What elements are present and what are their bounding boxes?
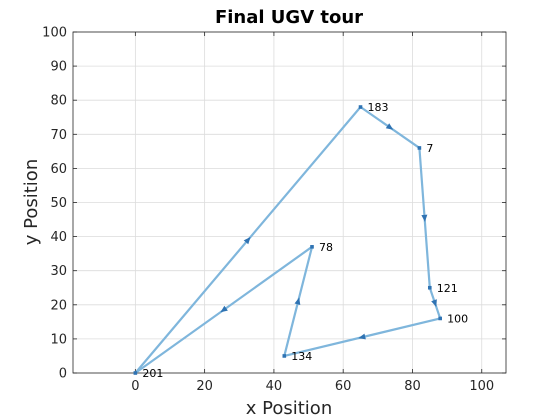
y-tick-label: 60 [50, 162, 67, 177]
node-marker [417, 146, 422, 150]
node-marker [310, 245, 314, 249]
y-tick-label: 90 [50, 60, 67, 75]
node-label: 7 [426, 142, 433, 155]
node-label: 78 [319, 241, 333, 254]
node-label: 183 [368, 101, 389, 114]
direction-arrow [421, 214, 428, 222]
node-marker [133, 371, 138, 375]
direction-arrow [220, 305, 228, 313]
y-tick-label: 30 [50, 264, 67, 279]
x-tick-label: 0 [131, 379, 139, 394]
y-tick-label: 80 [50, 94, 67, 109]
x-tick-labels: 0 20 40 60 80 100 [131, 379, 494, 394]
tick-marks [73, 31, 506, 374]
direction-arrow [431, 299, 437, 307]
direction-arrow [243, 236, 251, 245]
tour-path [134, 105, 442, 375]
node-marker [282, 354, 287, 358]
y-tick-label: 70 [50, 128, 67, 143]
grid-lines [73, 31, 506, 374]
direction-arrow [385, 123, 394, 130]
x-tick-label: 40 [266, 379, 283, 394]
y-axis-title: y Position [21, 159, 42, 245]
tour-nodes: 201 183 7 121 100 134 78 [133, 101, 468, 380]
node-label: 121 [437, 282, 458, 295]
y-tick-label: 20 [50, 298, 67, 313]
node-label: 100 [447, 312, 468, 325]
x-tick-label: 20 [196, 379, 213, 394]
x-tick-label: 100 [469, 379, 494, 394]
x-axis-title: x Position [246, 398, 332, 419]
chart-title: Final UGV tour [215, 7, 363, 28]
y-tick-label: 40 [50, 230, 67, 245]
node-marker [358, 105, 363, 109]
y-tick-label: 100 [42, 26, 67, 41]
y-tick-label: 10 [50, 332, 67, 347]
direction-arrow [294, 297, 301, 306]
x-tick-label: 60 [335, 379, 352, 394]
direction-arrow [358, 333, 366, 340]
y-tick-label: 50 [50, 196, 67, 211]
node-label: 134 [291, 350, 312, 363]
x-tick-label: 80 [404, 379, 421, 394]
node-marker [427, 285, 432, 290]
y-tick-label: 0 [59, 367, 67, 382]
y-tick-labels: 0 10 20 30 40 50 60 70 80 90 100 [42, 26, 67, 382]
node-marker [438, 316, 442, 321]
node-label: 201 [142, 367, 163, 380]
